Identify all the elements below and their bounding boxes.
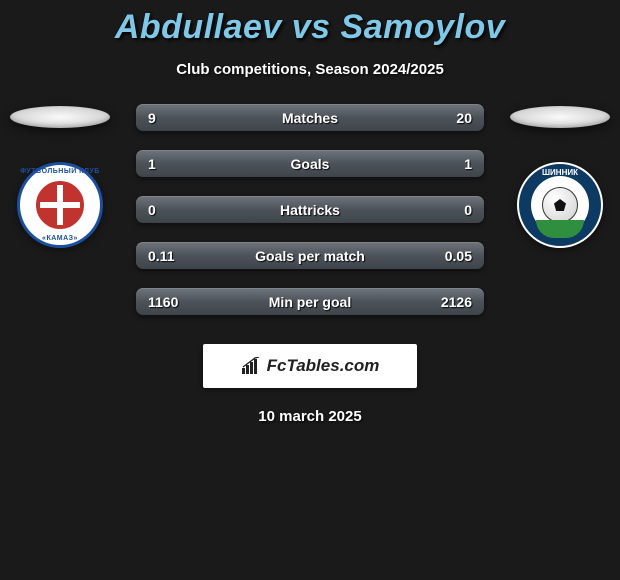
stat-bar-min-per-goal: 1160 Min per goal 2126 bbox=[136, 288, 484, 315]
left-base-ellipse bbox=[10, 106, 110, 128]
stat-bar-goals: 1 Goals 1 bbox=[136, 150, 484, 177]
left-crest-ring-top: ФУТБОЛЬНЫЙ КЛУБ bbox=[20, 168, 100, 175]
left-club-crest: ФУТБОЛЬНЫЙ КЛУБ «КАМАЗ» bbox=[17, 162, 103, 248]
football-icon bbox=[542, 187, 578, 223]
right-crest-accent bbox=[536, 220, 584, 238]
comparison-subtitle: Club competitions, Season 2024/2025 bbox=[0, 61, 620, 78]
stat-bar-goals-per-match: 0.11 Goals per match 0.05 bbox=[136, 242, 484, 269]
bar-chart-icon bbox=[241, 357, 263, 375]
left-crest-inner-icon bbox=[33, 178, 87, 232]
right-player-column: ШИННИК bbox=[508, 104, 612, 248]
left-crest-ring-bottom: «КАМАЗ» bbox=[20, 235, 100, 242]
stat-bar-hattricks: 0 Hattricks 0 bbox=[136, 196, 484, 223]
stat-bar-matches: 9 Matches 20 bbox=[136, 104, 484, 131]
content-row: ФУТБОЛЬНЫЙ КЛУБ «КАМАЗ» 9 Matches 20 1 G… bbox=[0, 104, 620, 334]
stat-right-value: 20 bbox=[432, 110, 472, 126]
stat-right-value: 2126 bbox=[432, 294, 472, 310]
brand-box: FcTables.com bbox=[203, 344, 417, 388]
right-crest-inner bbox=[531, 176, 589, 234]
right-base-ellipse bbox=[510, 106, 610, 128]
left-player-column: ФУТБОЛЬНЫЙ КЛУБ «КАМАЗ» bbox=[8, 104, 112, 248]
comparison-title: Abdullaev vs Samoylov bbox=[0, 0, 620, 47]
stat-right-value: 0 bbox=[432, 202, 472, 218]
brand-text: FcTables.com bbox=[267, 356, 380, 376]
right-club-crest: ШИННИК bbox=[517, 162, 603, 248]
date-line: 10 march 2025 bbox=[0, 408, 620, 425]
stats-column: 9 Matches 20 1 Goals 1 0 Hattricks 0 0.1… bbox=[112, 104, 508, 334]
stat-right-value: 1 bbox=[432, 156, 472, 172]
stat-right-value: 0.05 bbox=[432, 248, 472, 264]
